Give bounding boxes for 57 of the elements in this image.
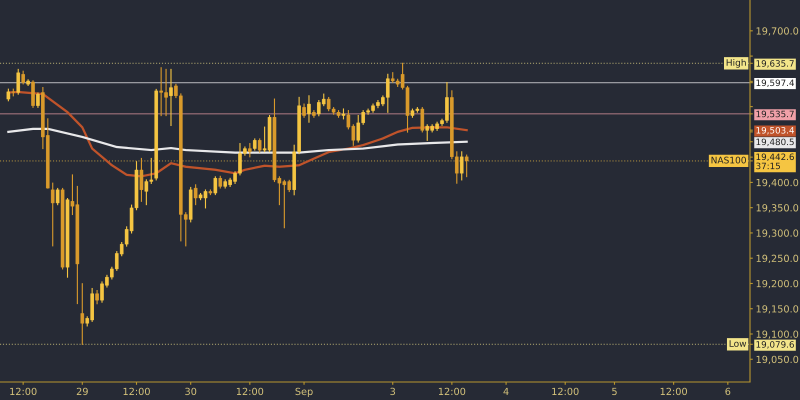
candlestick bbox=[21, 70, 25, 84]
y-tick-label: 19,250.0 bbox=[756, 254, 798, 264]
x-tick-label: 12:00 bbox=[438, 388, 466, 396]
y-tick-label: 19,535.7 bbox=[756, 110, 794, 118]
candlestick bbox=[342, 108, 346, 120]
x-tick-label: 12:00 bbox=[10, 388, 37, 396]
candlestick bbox=[140, 158, 144, 202]
x-tick-label: 30 bbox=[185, 388, 196, 396]
y-tick-label: 19,300.0 bbox=[756, 229, 798, 238]
x-tick-label: 4 bbox=[503, 388, 509, 395]
y-tick-label: 19,400.0 bbox=[756, 178, 798, 188]
candlestick bbox=[307, 95, 311, 123]
ref-line-label: High bbox=[726, 58, 746, 68]
candlestick bbox=[36, 92, 40, 108]
y-tick-label: 19,700.0 bbox=[756, 27, 798, 36]
candlestick bbox=[169, 68, 173, 126]
y-tick-label: 19,200.0 bbox=[756, 280, 798, 288]
candlestick bbox=[50, 182, 55, 246]
candlestick bbox=[11, 88, 16, 96]
x-tick-label: 12:00 bbox=[552, 388, 579, 396]
y-tick-label: 19,100.0 bbox=[756, 330, 798, 339]
candlestick bbox=[302, 104, 306, 118]
y-tick-label: 19,635.7 bbox=[756, 60, 794, 68]
x-tick-label: 29 bbox=[76, 388, 88, 396]
x-tick-label: 12:00 bbox=[124, 388, 150, 396]
x-tick-label: 3 bbox=[390, 388, 396, 396]
candlestick bbox=[194, 184, 198, 206]
candlestick bbox=[6, 88, 10, 102]
candlestick bbox=[16, 68, 20, 95]
y-tick-label: 19,503.4 bbox=[756, 126, 794, 135]
candlestick bbox=[56, 188, 60, 206]
ref-line-label: Low bbox=[730, 340, 746, 347]
candlestick bbox=[95, 290, 99, 304]
candlestick bbox=[252, 138, 257, 151]
candlestick bbox=[80, 283, 84, 345]
candlestick bbox=[258, 138, 262, 153]
candlestick bbox=[460, 151, 464, 180]
y-tick-label: 19,050.0 bbox=[756, 356, 798, 364]
y-tick-label: 19,442.6 37:15 bbox=[756, 153, 794, 170]
ref-line-label: NAS100 bbox=[712, 156, 746, 164]
y-tick-label: 19,079.6 bbox=[756, 341, 794, 349]
candlestick bbox=[214, 176, 218, 196]
x-tick-label: 6 bbox=[725, 388, 730, 396]
candlestick bbox=[464, 154, 468, 178]
x-tick-label: 5 bbox=[612, 388, 617, 396]
y-tick-label: 19,597.4 bbox=[756, 79, 794, 88]
candlestick bbox=[218, 176, 222, 189]
candlestick bbox=[248, 143, 252, 158]
candlestick bbox=[31, 80, 35, 108]
x-tick-label: Sep bbox=[296, 388, 313, 397]
y-tick-label: 19,150.0 bbox=[756, 305, 798, 314]
x-tick-label: 12:00 bbox=[236, 388, 264, 396]
candlestick bbox=[420, 107, 424, 132]
x-tick-label: 12:00 bbox=[660, 388, 687, 396]
y-tick-label: 19,350.0 bbox=[756, 204, 798, 212]
y-tick-label: 19,480.5 bbox=[756, 138, 794, 146]
line-series bbox=[7, 128, 468, 154]
